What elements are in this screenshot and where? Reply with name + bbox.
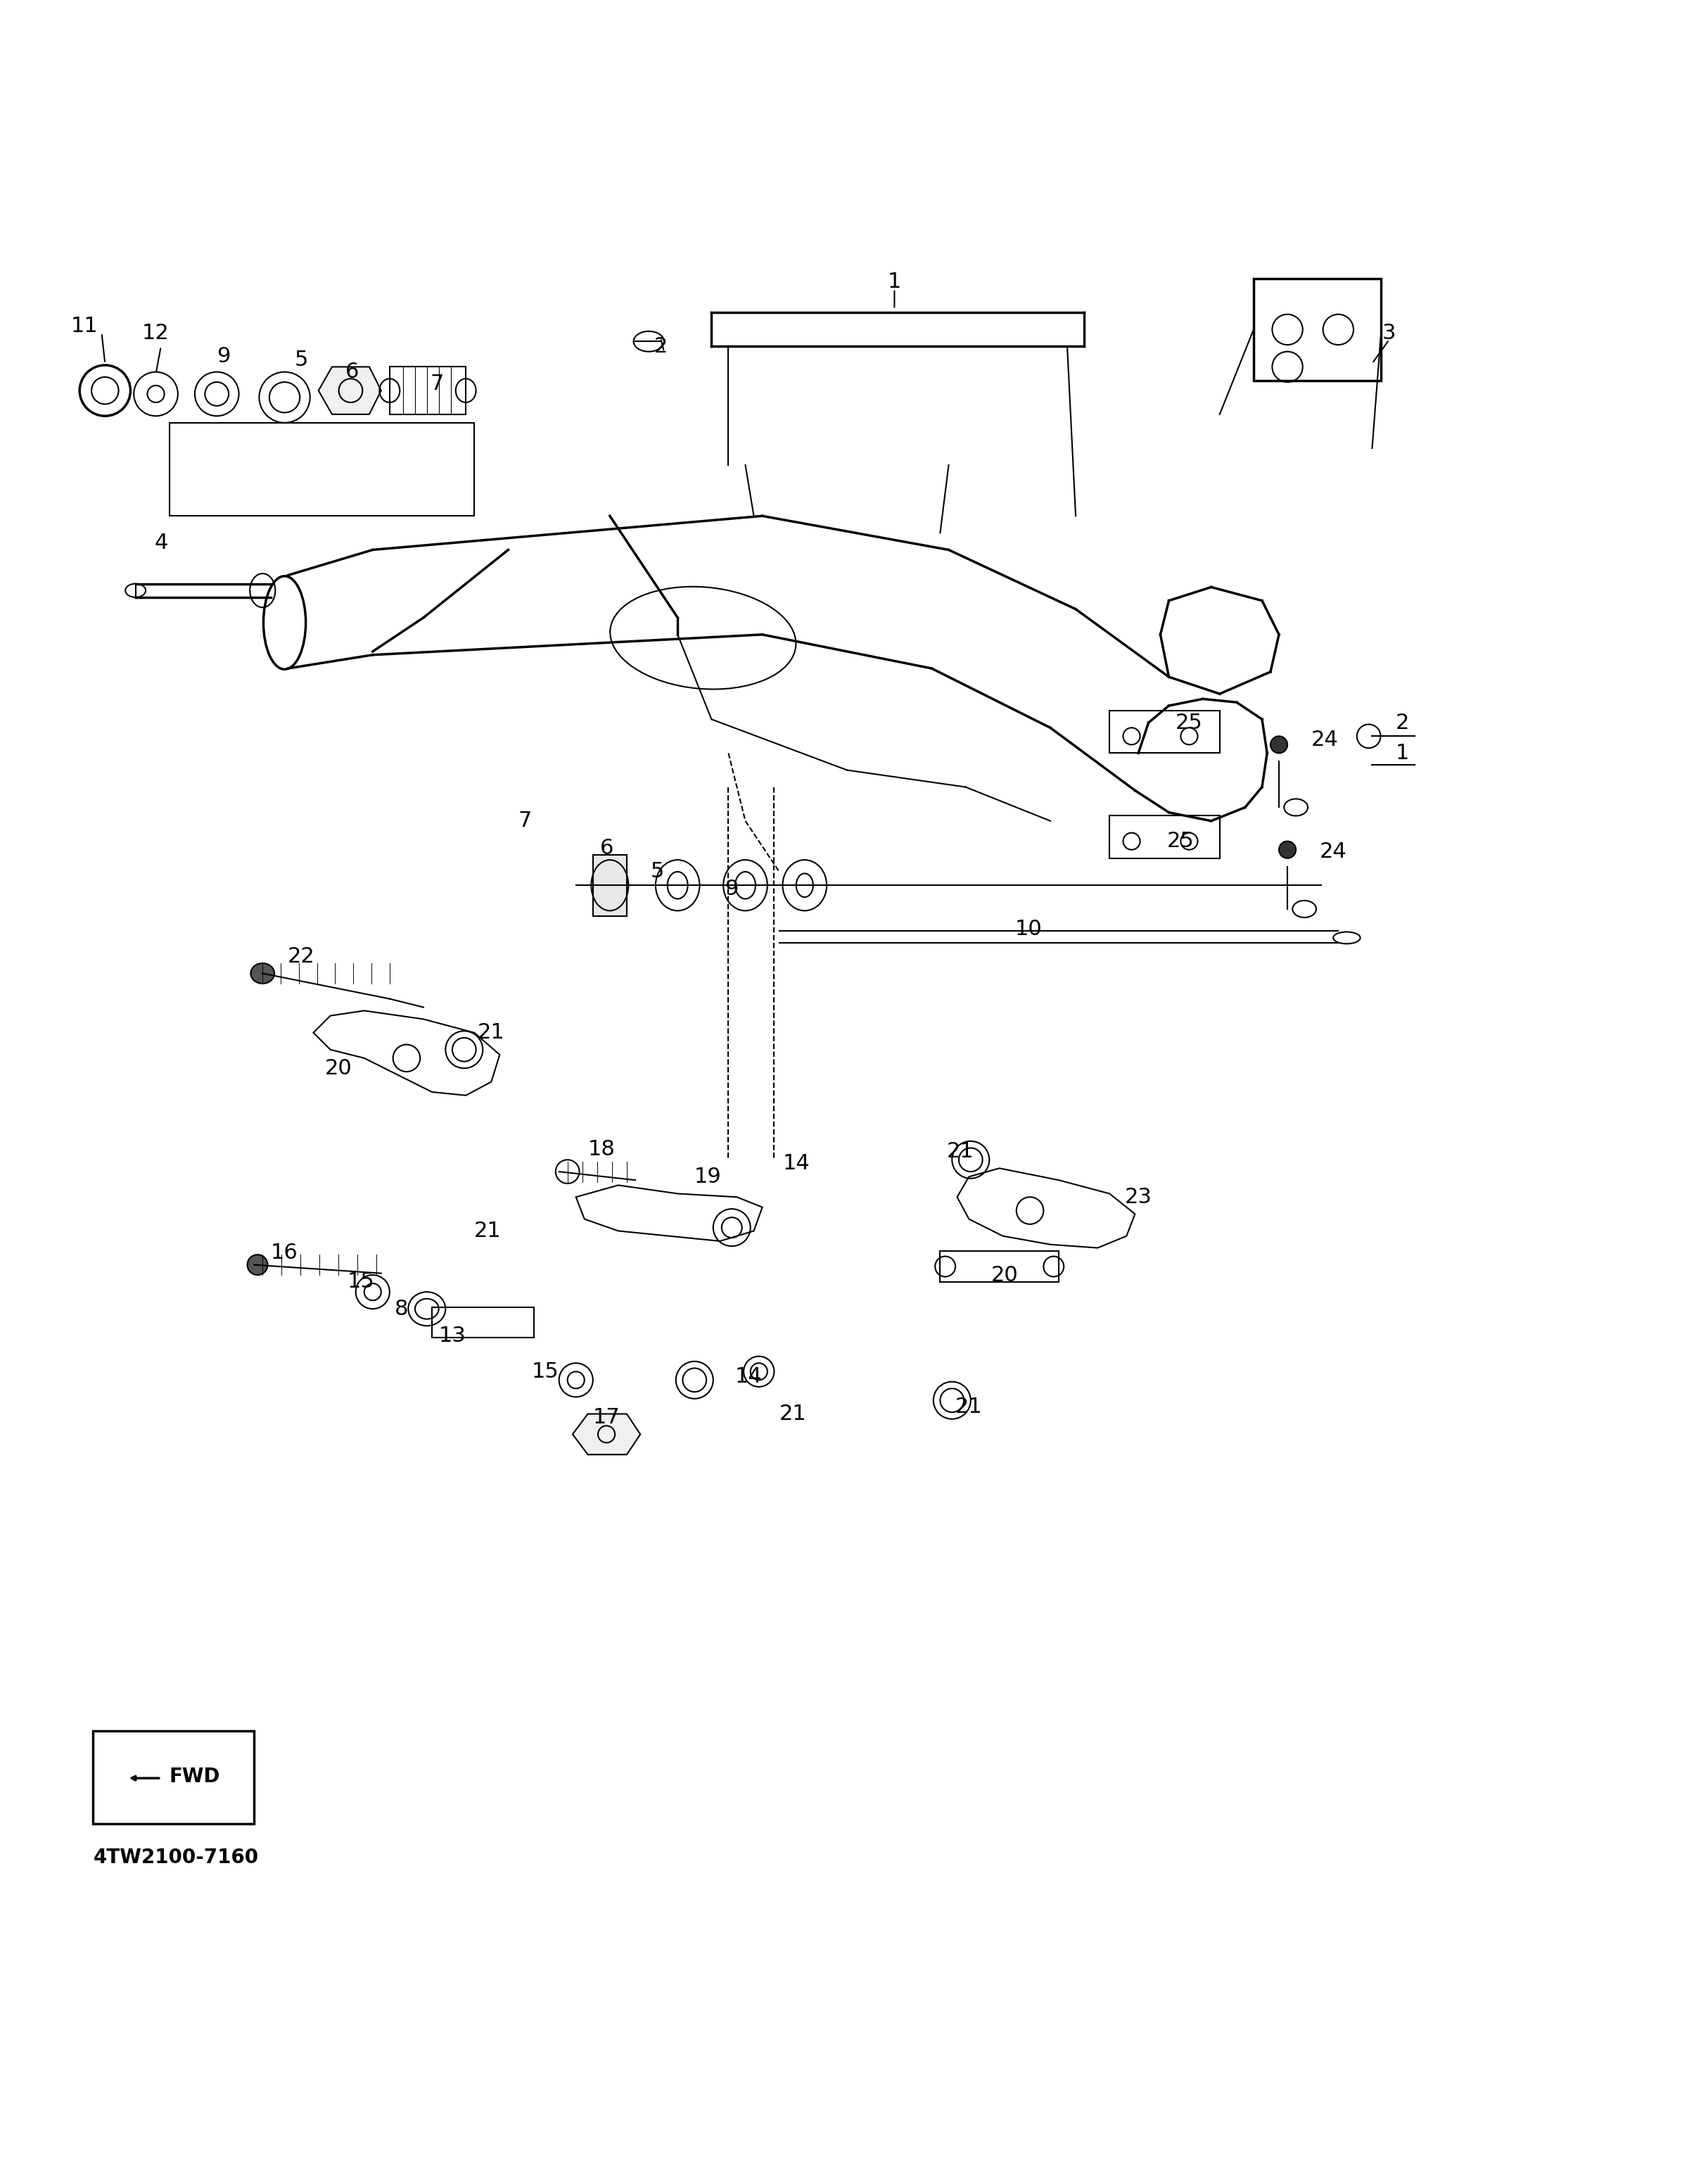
Text: 16: 16 [271,1243,298,1262]
Ellipse shape [1270,736,1287,753]
Text: 3: 3 [1382,323,1396,343]
Text: 17: 17 [593,1406,620,1428]
Text: 19: 19 [695,1166,722,1186]
Text: 25: 25 [1167,832,1194,852]
Text: 6: 6 [600,839,613,858]
Ellipse shape [1279,841,1296,858]
Ellipse shape [251,963,274,983]
Polygon shape [573,1413,640,1455]
Text: 2: 2 [654,336,667,356]
Bar [432,1308,534,1337]
Text: 14: 14 [783,1153,810,1173]
Bar [1110,710,1220,753]
Text: 1: 1 [1396,743,1409,764]
Text: FWD: FWD [169,1767,220,1787]
Text: 4: 4 [154,533,168,553]
Ellipse shape [247,1254,268,1275]
Text: 11: 11 [71,317,98,336]
Text: 21: 21 [478,1022,505,1044]
Text: 21: 21 [779,1404,806,1424]
Text: 9: 9 [725,878,739,900]
Text: 1: 1 [888,273,901,293]
Bar [940,1251,1059,1282]
Text: 15: 15 [532,1361,559,1382]
Text: 6: 6 [346,363,359,382]
Bar [1110,817,1220,858]
Text: 14: 14 [735,1367,762,1387]
Text: 20: 20 [325,1057,352,1079]
Text: 8: 8 [395,1299,408,1319]
Text: 24: 24 [1311,729,1338,749]
Polygon shape [318,367,381,415]
Text: 4TW2100-7160: 4TW2100-7160 [93,1848,259,1867]
Text: 5: 5 [295,349,308,371]
Text: 18: 18 [588,1140,615,1160]
Text: 21: 21 [474,1221,501,1241]
Text: 22: 22 [288,946,315,968]
Text: 23: 23 [1125,1186,1152,1208]
Text: 9: 9 [217,347,230,367]
Text: 20: 20 [991,1265,1018,1284]
Bar [593,854,627,915]
Text: 7: 7 [518,810,532,832]
Bar [93,1730,254,1824]
Text: 15: 15 [347,1271,374,1293]
Text: 21: 21 [955,1398,983,1417]
Bar [390,367,466,415]
Text: 7: 7 [430,373,444,393]
Text: 24: 24 [1320,841,1347,863]
Text: 5: 5 [650,860,664,882]
Text: 13: 13 [439,1326,466,1345]
Bar [1254,280,1381,380]
Text: 25: 25 [1176,712,1203,734]
Text: 12: 12 [142,323,169,343]
Bar [169,424,474,515]
Text: 10: 10 [1015,919,1042,939]
Text: 2: 2 [1396,712,1409,734]
Text: 21: 21 [947,1140,974,1162]
